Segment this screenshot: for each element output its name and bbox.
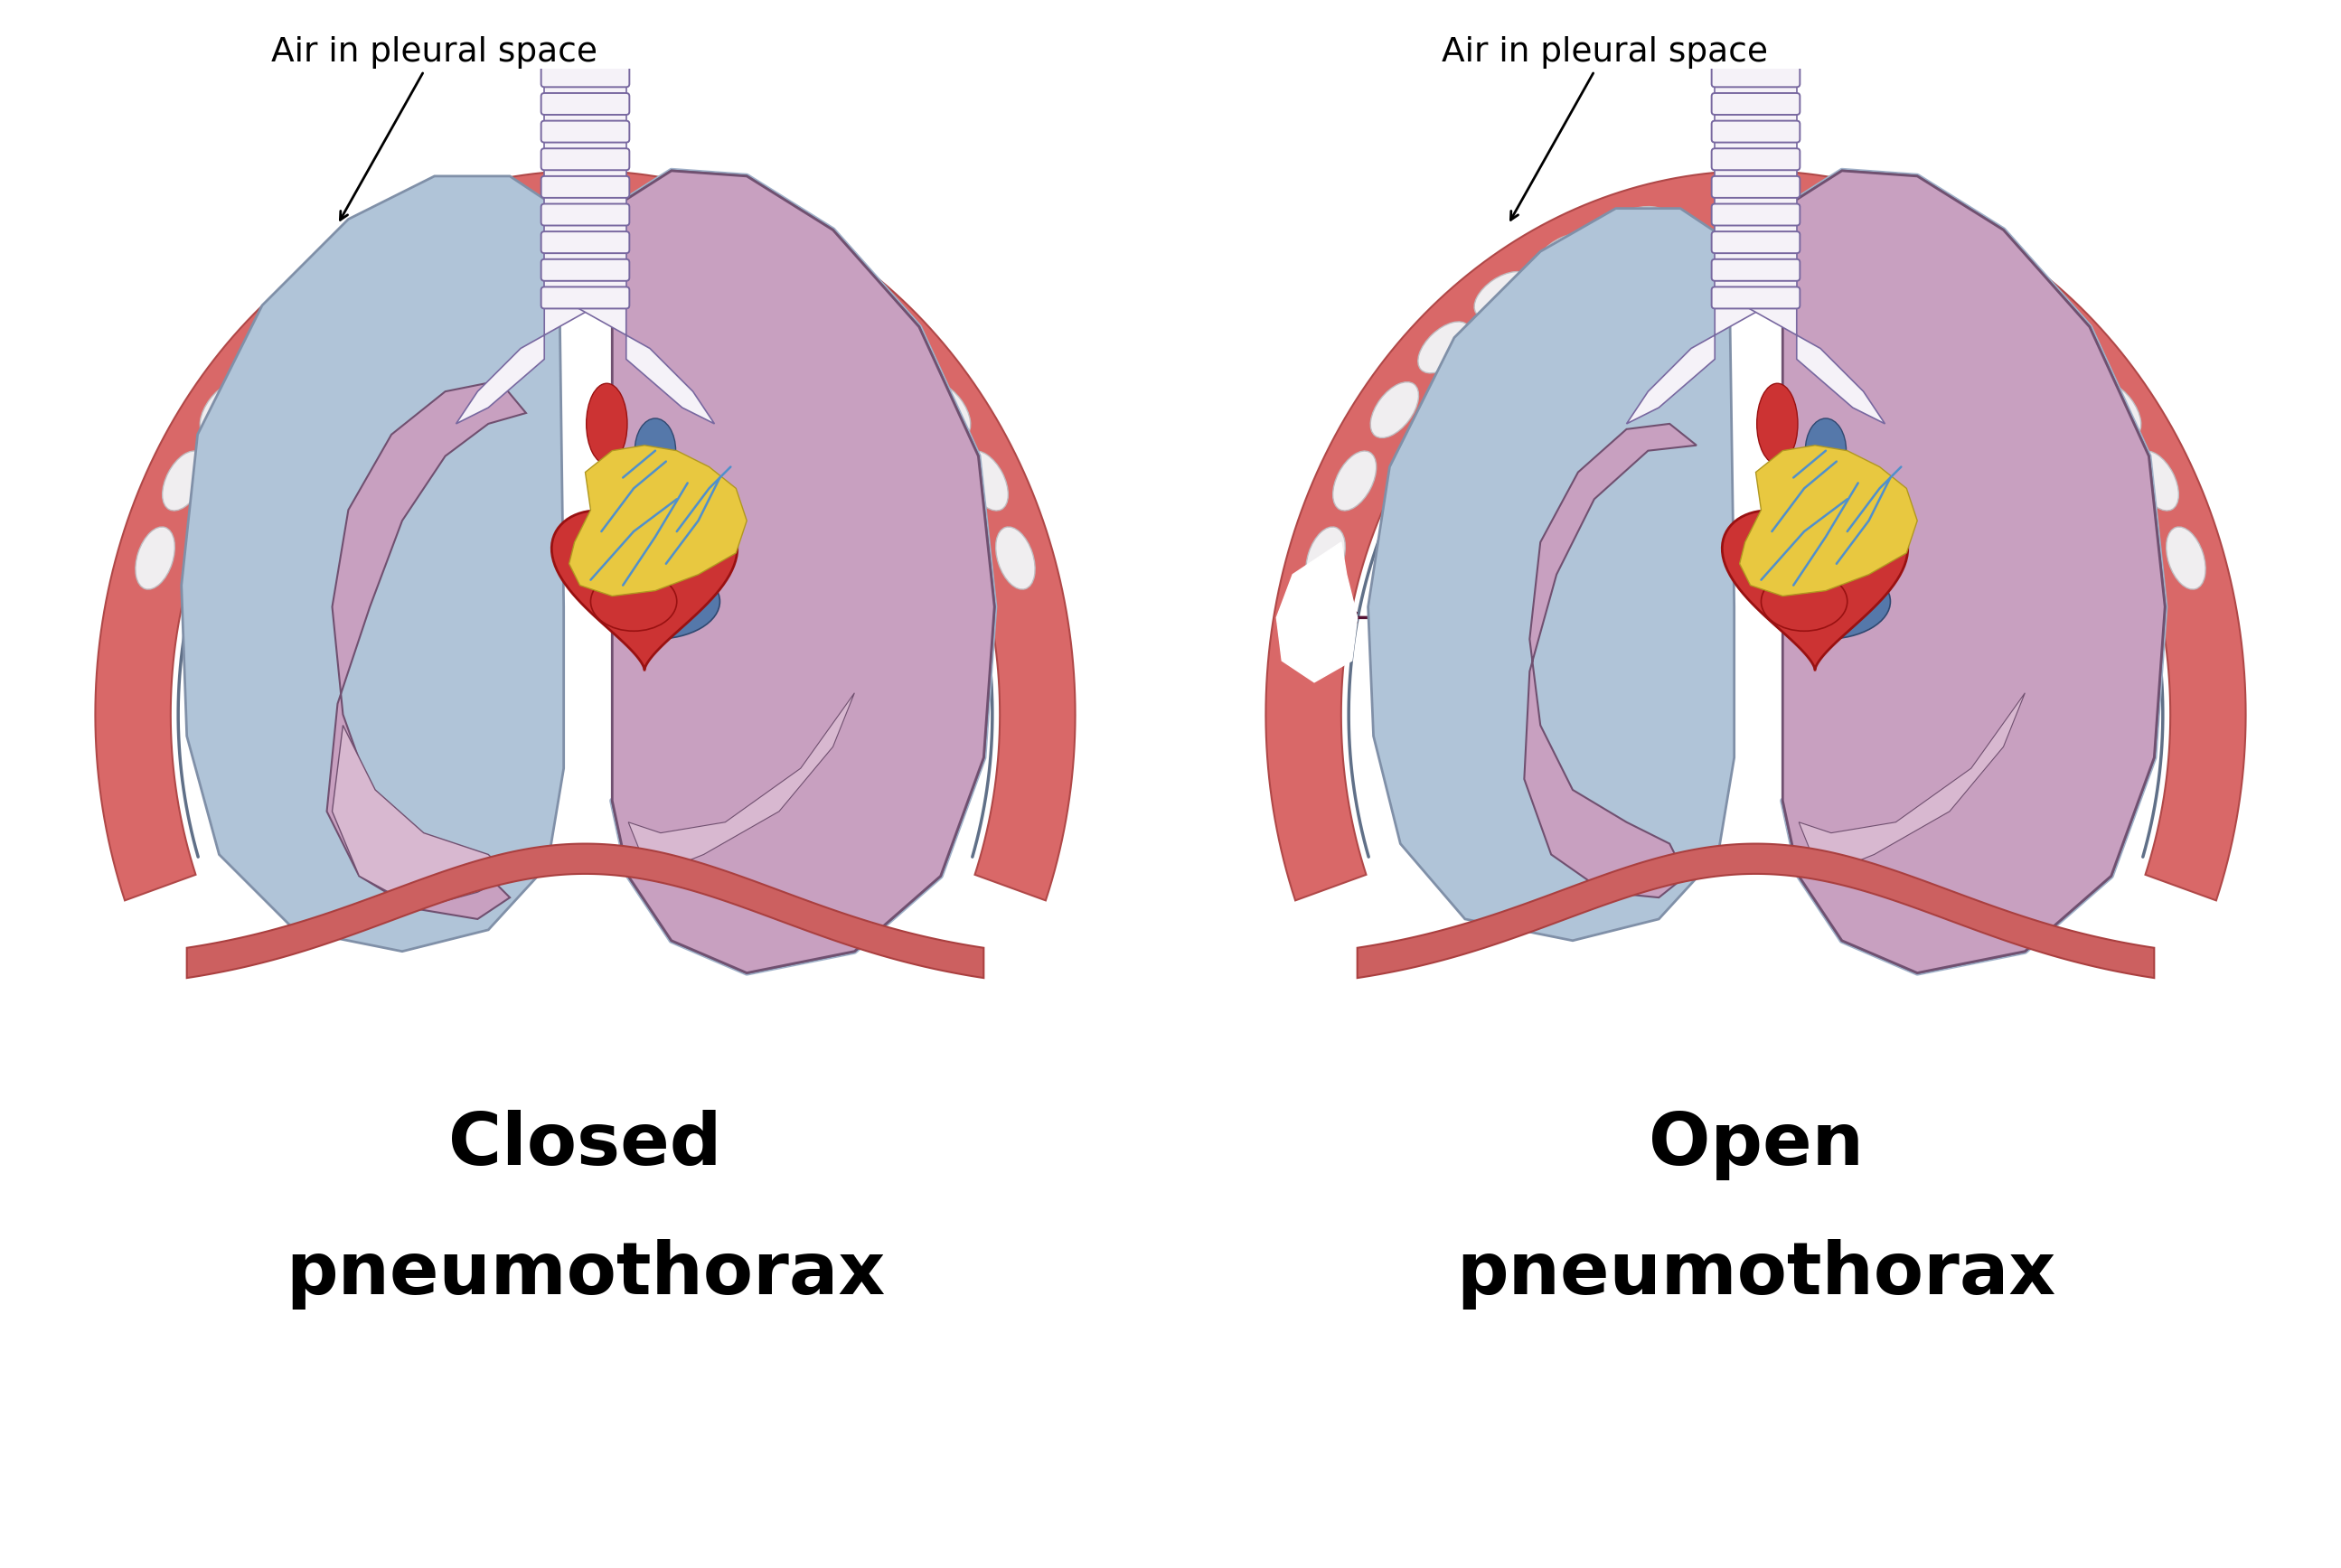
FancyBboxPatch shape (1711, 232, 1800, 252)
Ellipse shape (1332, 452, 1377, 511)
Polygon shape (1723, 511, 1908, 670)
Text: Closed: Closed (449, 1110, 721, 1181)
Text: pneumothorax: pneumothorax (286, 1239, 885, 1309)
FancyBboxPatch shape (1711, 259, 1800, 281)
FancyBboxPatch shape (1711, 287, 1800, 309)
Ellipse shape (922, 383, 972, 437)
Polygon shape (552, 511, 737, 670)
Polygon shape (1358, 844, 2154, 978)
FancyBboxPatch shape (541, 38, 630, 60)
Ellipse shape (585, 384, 627, 464)
Ellipse shape (1756, 384, 1798, 464)
FancyBboxPatch shape (541, 259, 630, 281)
Ellipse shape (1760, 572, 1847, 630)
Ellipse shape (964, 452, 1009, 511)
FancyBboxPatch shape (1711, 149, 1800, 169)
FancyBboxPatch shape (541, 66, 630, 88)
FancyBboxPatch shape (1711, 93, 1800, 114)
Polygon shape (1716, 14, 1796, 306)
Polygon shape (1627, 306, 1767, 423)
Ellipse shape (1306, 527, 1346, 590)
Ellipse shape (2093, 383, 2142, 437)
FancyBboxPatch shape (541, 93, 630, 114)
Ellipse shape (1913, 234, 1973, 274)
Ellipse shape (1842, 207, 1903, 245)
FancyBboxPatch shape (1711, 121, 1800, 143)
Ellipse shape (2165, 527, 2205, 590)
Polygon shape (574, 306, 714, 423)
Ellipse shape (871, 321, 922, 373)
Ellipse shape (672, 207, 733, 245)
Polygon shape (1784, 171, 2165, 972)
Polygon shape (456, 306, 597, 423)
FancyBboxPatch shape (541, 204, 630, 226)
Ellipse shape (1980, 271, 2037, 318)
Polygon shape (627, 693, 854, 877)
Ellipse shape (1538, 234, 1599, 274)
Ellipse shape (1760, 564, 1889, 640)
Ellipse shape (634, 419, 677, 483)
Polygon shape (1367, 209, 1735, 941)
Ellipse shape (590, 564, 721, 640)
Polygon shape (328, 381, 527, 919)
Ellipse shape (1419, 321, 1470, 373)
Text: Open: Open (1648, 1110, 1863, 1181)
Text: Air in pleural space: Air in pleural space (272, 36, 597, 220)
Ellipse shape (2041, 321, 2093, 373)
Ellipse shape (2135, 452, 2179, 511)
Polygon shape (1524, 423, 1697, 897)
Polygon shape (183, 176, 564, 952)
Ellipse shape (742, 234, 803, 274)
FancyBboxPatch shape (1711, 176, 1800, 198)
Polygon shape (187, 844, 983, 978)
Ellipse shape (590, 572, 677, 630)
FancyBboxPatch shape (541, 287, 630, 309)
Polygon shape (1739, 445, 1917, 596)
Text: pneumothorax: pneumothorax (1456, 1239, 2055, 1309)
FancyBboxPatch shape (1711, 38, 1800, 60)
Ellipse shape (368, 234, 428, 274)
Ellipse shape (162, 452, 206, 511)
Ellipse shape (1805, 419, 1847, 483)
FancyBboxPatch shape (541, 121, 630, 143)
Polygon shape (545, 14, 625, 306)
FancyBboxPatch shape (541, 176, 630, 198)
Ellipse shape (199, 383, 248, 437)
Polygon shape (1798, 693, 2025, 877)
Ellipse shape (438, 207, 499, 245)
Polygon shape (569, 445, 747, 596)
FancyBboxPatch shape (541, 149, 630, 169)
Polygon shape (332, 726, 510, 908)
FancyBboxPatch shape (541, 232, 630, 252)
Polygon shape (613, 171, 995, 972)
Polygon shape (1266, 171, 2245, 900)
Ellipse shape (810, 271, 866, 318)
Ellipse shape (1369, 383, 1419, 437)
Ellipse shape (248, 321, 300, 373)
Ellipse shape (1608, 207, 1669, 245)
Polygon shape (96, 171, 1075, 900)
FancyBboxPatch shape (1711, 204, 1800, 226)
Ellipse shape (304, 271, 361, 318)
Polygon shape (1276, 543, 1358, 682)
Ellipse shape (1475, 271, 1531, 318)
Text: Air in pleural space: Air in pleural space (1442, 36, 1767, 220)
Ellipse shape (995, 527, 1035, 590)
Polygon shape (1744, 306, 1885, 423)
Ellipse shape (136, 527, 176, 590)
FancyBboxPatch shape (1711, 66, 1800, 88)
